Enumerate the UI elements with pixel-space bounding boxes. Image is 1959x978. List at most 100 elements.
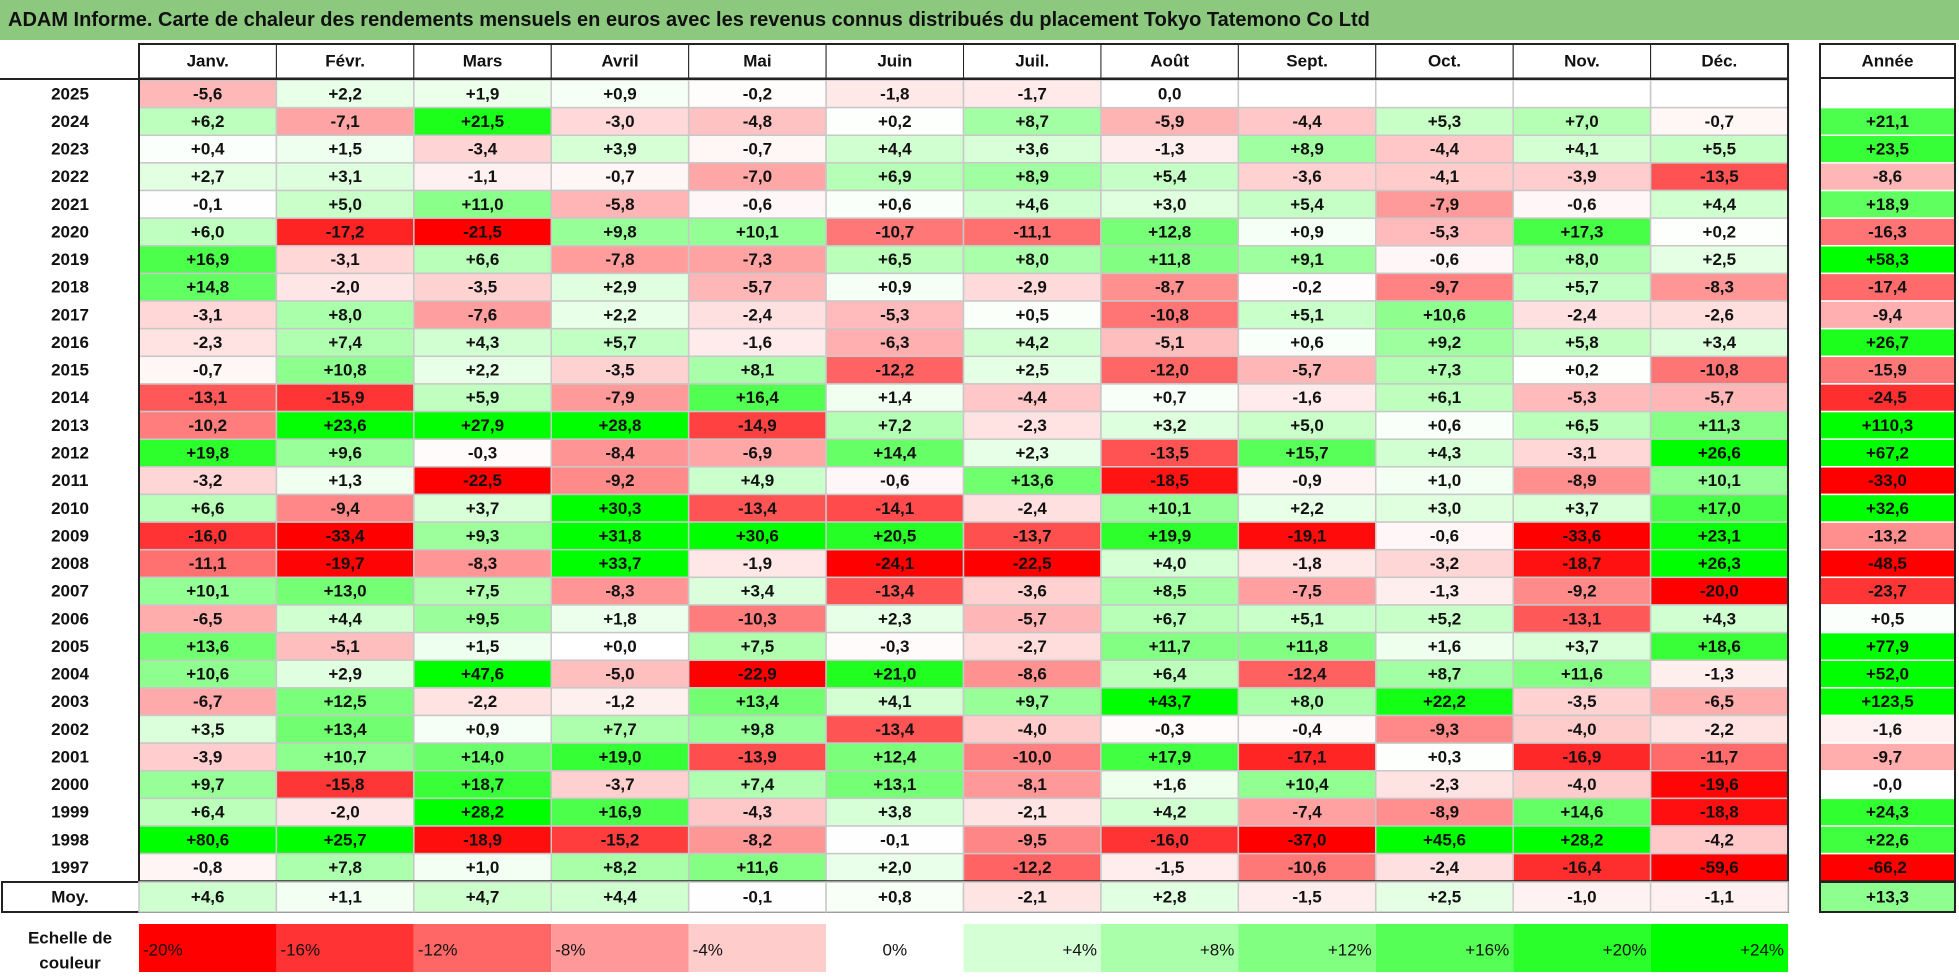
heatmap-cell (1512, 714, 1652, 744)
heatmap-cell (413, 770, 553, 800)
heatmap-cell-value: +8,9 (1290, 140, 1324, 159)
color-scale-swatch (276, 924, 414, 972)
heatmap-cell-value: +8,9 (1015, 167, 1049, 186)
heatmap-cell (1375, 162, 1514, 192)
heatmap-cell-value: +2,7 (191, 167, 225, 186)
heatmap-cell (825, 493, 965, 523)
heatmap-cell-value: -13,1 (188, 388, 227, 407)
year-label: 1999 (51, 803, 89, 822)
heatmap-cell (413, 134, 553, 164)
heatmap-cell-value: +2,0 (878, 858, 912, 877)
heatmap-cell-value: +3,8 (878, 803, 912, 822)
heatmap-cell-value: +3,6 (1015, 140, 1049, 159)
average-cell (1649, 881, 1789, 913)
heatmap-cell-value: -14,9 (738, 416, 777, 435)
heatmap-cell-value: +8,7 (1015, 112, 1049, 131)
heatmap-cell-value: -10,2 (188, 416, 227, 435)
annual-cell-value: -66,2 (1868, 858, 1907, 877)
heatmap-cell-value: +8,0 (1290, 692, 1324, 711)
heatmap-cell (1649, 438, 1789, 468)
color-scale-value: 0% (883, 941, 908, 960)
heatmap-cell (550, 659, 690, 689)
year-label: 2018 (51, 278, 89, 297)
heatmap-cell-value: -12,4 (1288, 665, 1327, 684)
heatmap-cell (1512, 576, 1652, 606)
year-label: 2013 (51, 416, 89, 435)
heatmap-cell-value: +5,9 (466, 388, 500, 407)
heatmap-cell-value: -17,1 (1288, 747, 1327, 766)
heatmap-cell-value: +4,2 (1015, 333, 1049, 352)
annual-cell-value: -9,7 (1873, 747, 1902, 766)
heatmap-cell-value: +26,6 (1698, 444, 1741, 463)
heatmap-cell-value: +1,3 (328, 471, 362, 490)
heatmap-cell (550, 466, 690, 496)
average-cell (413, 881, 553, 913)
heatmap-cell (1100, 797, 1240, 827)
heatmap-cell-value: -18,7 (1563, 554, 1602, 573)
year-label: 2012 (51, 444, 89, 463)
heatmap-cell-value: +8,1 (741, 361, 775, 380)
heatmap-cell-value: +7,7 (603, 720, 637, 739)
heatmap-cell-value: -6,5 (1705, 692, 1734, 711)
heatmap-cell-value: -0,6 (1567, 195, 1596, 214)
heatmap-cell-value: -3,5 (605, 361, 634, 380)
color-scale-value: -4% (693, 941, 723, 960)
heatmap-cell-value: +14,6 (1560, 803, 1603, 822)
heatmap-cell-value: -7,9 (1430, 195, 1459, 214)
heatmap-cell-value: -5,7 (1705, 388, 1734, 407)
heatmap-cell-value: +9,1 (1290, 250, 1324, 269)
heatmap-cell-value: +11,8 (1286, 637, 1328, 656)
heatmap-cell-value: +13,4 (736, 692, 780, 711)
heatmap-cell-value: -10,0 (1013, 747, 1052, 766)
heatmap-cell (962, 272, 1102, 302)
heatmap-cell-value: -4,4 (1018, 388, 1048, 407)
heatmap-cell (138, 383, 278, 413)
heatmap-cell-value: +7,5 (741, 637, 775, 656)
heatmap-cell (1237, 770, 1377, 800)
heatmap-cell (1375, 604, 1514, 634)
color-scale-swatch (139, 924, 277, 972)
heatmap-cell-value: -3,1 (193, 305, 222, 324)
annual-cell-value: +52,0 (1866, 665, 1909, 684)
heatmap-cell-value: +5,2 (1428, 609, 1462, 628)
heatmap-cell (1649, 162, 1789, 192)
heatmap-cell-value: -0,2 (1292, 278, 1321, 297)
heatmap-cell-value: -5,7 (743, 278, 772, 297)
heatmap-cell (825, 521, 965, 551)
annual-cell-value: -17,4 (1868, 278, 1907, 297)
heatmap-cell-value: -11,1 (189, 554, 227, 573)
heatmap-cell-value: +0,2 (1565, 361, 1599, 380)
heatmap-cell-value: +6,4 (191, 803, 225, 822)
heatmap-cell (1649, 631, 1789, 661)
heatmap-cell-value: +2,2 (328, 84, 362, 103)
heatmap-cell (1512, 659, 1652, 689)
heatmap-cell (550, 493, 690, 523)
heatmap-cell (962, 659, 1102, 689)
heatmap-cell-value: +0,9 (1290, 222, 1324, 241)
annual-cell-value: -48,5 (1868, 554, 1907, 573)
heatmap-cell (413, 79, 553, 109)
heatmap-cell-value: -0,1 (193, 195, 222, 214)
heatmap-cell-value: +5,8 (1565, 333, 1599, 352)
heatmap-cell-value: +2,9 (328, 665, 362, 684)
heatmap-cell (1375, 659, 1514, 689)
heatmap-cell-value: +0,0 (603, 637, 637, 656)
heatmap-cell-value: +0,4 (191, 140, 225, 159)
heatmap-cell (1100, 300, 1240, 330)
heatmap-cell-value: +11,8 (1149, 250, 1191, 269)
heatmap-cell-value: +3,0 (1428, 499, 1462, 518)
heatmap-cell-value: +10,6 (186, 665, 229, 684)
heatmap-cell (825, 631, 965, 661)
heatmap-cell-value: -4,1 (1430, 167, 1459, 186)
heatmap-cell (413, 272, 553, 302)
heatmap-cell-value: -7,3 (743, 250, 772, 269)
heatmap-cell (1649, 327, 1789, 358)
heatmap-cell-value: -8,1 (1018, 775, 1047, 794)
heatmap-cell-value: +9,7 (1015, 692, 1049, 711)
heatmap-cell-value: +0,2 (1703, 222, 1737, 241)
heatmap-cell (825, 106, 965, 137)
heatmap-cell-value: -5,6 (193, 84, 222, 103)
heatmap-cell (1237, 438, 1377, 468)
heatmap-cell-value: -2,0 (330, 803, 359, 822)
heatmap-cell-value: +16,4 (736, 388, 780, 407)
